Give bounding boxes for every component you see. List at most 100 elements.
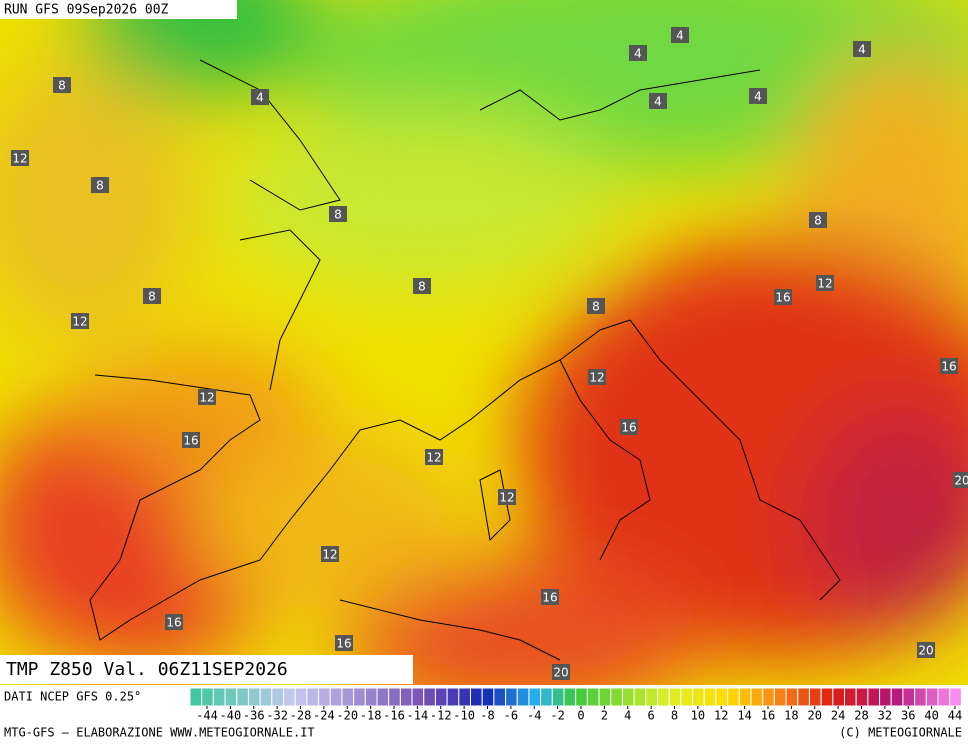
coastlines [89,59,841,661]
legend-swatch [423,687,436,707]
contour-label: 16 [775,291,790,305]
contour-label: 12 [322,548,337,562]
legend-tick-label: -2 [550,709,564,723]
legend-tick-label: -36 [243,709,265,723]
legend-swatch [645,687,658,707]
legend-tick-label: 0 [577,709,584,723]
legend-tick-label: 20 [808,709,822,723]
legend-swatch [458,687,471,707]
contour-label-box [182,432,200,448]
legend-tick-label: 40 [924,709,938,723]
contour-label-box [629,45,647,61]
legend-swatch [341,687,355,707]
legend-tick-label: 44 [948,709,962,723]
contour-label-box [587,298,605,314]
contour-label: 20 [954,474,968,488]
legend-swatch [879,687,892,707]
contour-label-box [588,369,606,385]
legend-tick-label: 6 [648,709,655,723]
legend-swatch [294,687,308,707]
legend-swatch [399,687,413,707]
legend-swatch [657,687,670,707]
contour-label: 8 [418,280,426,294]
contour-label: 8 [58,79,66,93]
contour-label: 8 [814,214,822,228]
contour-label: 20 [918,644,933,658]
legend-swatch [668,687,682,707]
contour-label: 4 [256,91,264,105]
legend-swatch [318,687,331,707]
contour-label: 8 [148,290,156,304]
contour-label-box [853,41,871,57]
temperature-field [0,0,968,685]
legend-swatch [914,687,927,707]
contour-label-box [91,177,109,193]
legend-swatch [540,687,553,707]
variable-label: TMP Z850 Val. 06Z11SEP2026 [6,659,288,680]
legend-swatch [364,687,378,707]
legend-swatch [259,687,273,707]
legend-tick-label: -28 [290,709,312,723]
legend-swatch [785,687,799,707]
legend-swatch [949,687,962,707]
legend-swatch [680,687,694,707]
legend-tick-label: 18 [784,709,798,723]
legend-tick-label: -24 [313,709,335,723]
legend-swatch [481,687,495,707]
contour-label-box [620,419,638,435]
contour-label-box [953,472,968,488]
legend-tick-label: -10 [453,709,475,723]
legend-swatch [855,687,869,707]
legend-swatch [470,687,483,707]
contour-label-box [71,313,89,329]
legend-tick-label: -20 [336,709,358,723]
contour-label-box [809,212,827,228]
run-label: RUN GFS 09Sep2026 00Z [4,3,169,18]
contour-label-box [774,289,792,305]
contour-label: 8 [592,300,600,314]
legend-swatch [633,687,647,707]
contour-label: 16 [336,637,351,651]
legend-tick-label: -12 [430,709,452,723]
legend-tick-label: 4 [624,709,631,723]
legend-swatch [586,687,600,707]
legend-swatch [820,687,834,707]
legend-swatch [727,687,740,707]
legend-swatch [189,687,203,707]
legend-swatch [808,687,822,707]
legend-swatch [890,687,904,707]
legend-tick-label: -4 [527,709,541,723]
legend-swatch [902,687,916,707]
legend-swatch [505,687,518,707]
legend-tick-label: -32 [266,709,288,723]
legend-tick-label: 12 [714,709,728,723]
contour-label-box [498,489,516,505]
legend-tick-label: 36 [901,709,915,723]
contour-label: 8 [96,179,104,193]
legend-tick-label: 32 [878,709,892,723]
legend-swatch [516,687,530,707]
contour-label-box [649,93,667,109]
legend-swatch [376,687,390,707]
contour-label: 20 [553,666,568,680]
legend-swatch [446,687,460,707]
legend-swatch [528,687,542,707]
contour-label: 12 [12,152,27,166]
contour-label-box [541,589,559,605]
legend-tick-label: -44 [196,709,218,723]
legend-swatch [236,687,249,707]
legend-swatch [925,687,939,707]
variable-box [0,655,413,684]
contour-label-box [940,358,958,374]
legend-tick-label: -8 [480,709,494,723]
legend-swatch [388,687,401,707]
legend-swatch [797,687,810,707]
legend-swatch [411,687,425,707]
legend-tick-label: 8 [671,709,678,723]
contour-label: 4 [858,43,866,57]
legend-swatch [224,687,238,707]
legend-swatch [551,687,565,707]
legend-swatch [283,687,296,707]
